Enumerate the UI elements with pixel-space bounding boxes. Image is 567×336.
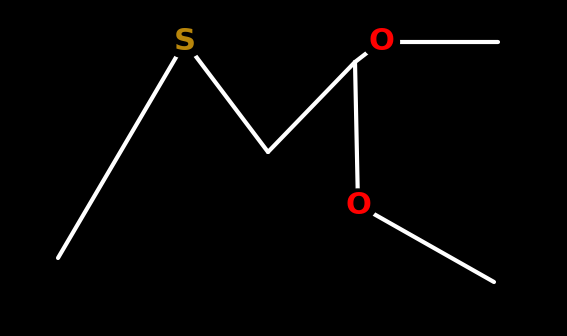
- Ellipse shape: [167, 26, 204, 58]
- Text: O: O: [345, 191, 371, 219]
- Text: S: S: [174, 28, 196, 56]
- Text: O: O: [368, 28, 394, 56]
- Ellipse shape: [362, 26, 399, 58]
- Ellipse shape: [340, 189, 376, 221]
